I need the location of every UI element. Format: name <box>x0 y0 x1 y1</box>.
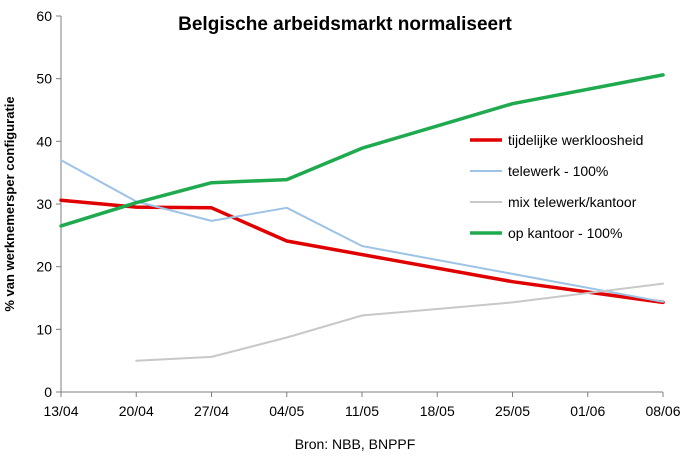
y-tick-label: 40 <box>36 133 52 149</box>
legend-label-telewerk-100: telewerk - 100% <box>508 163 608 179</box>
x-tick-label: 20/04 <box>119 403 154 419</box>
legend-label-tijdelijke-werkloosheid: tijdelijke werkloosheid <box>508 132 643 148</box>
legend-label-op-kantoor-100: op kantoor - 100% <box>508 225 622 241</box>
y-tick-label: 30 <box>36 196 52 212</box>
x-tick-label: 08/06 <box>645 403 680 419</box>
legend-label-mix-telewerk-kantoor: mix telewerk/kantoor <box>508 194 637 210</box>
y-axis-label: % van werknemersper configuratie <box>2 96 17 311</box>
source-note: Bron: NBB, BNPPF <box>295 436 416 452</box>
axes: 0 10 20 30 40 50 60 13/04 20/04 27/04 04/05 11/05 18… <box>36 8 680 419</box>
y-tick-label: 10 <box>36 321 52 337</box>
x-tick-label: 25/05 <box>495 403 530 419</box>
x-tick-label: 01/06 <box>570 403 605 419</box>
x-tick-label: 18/05 <box>420 403 455 419</box>
y-tick-label: 0 <box>44 384 52 400</box>
chart-title: Belgische arbeidsmarkt normaliseert <box>178 14 512 35</box>
y-tick-label: 60 <box>36 8 52 24</box>
x-tick-label: 04/05 <box>269 403 304 419</box>
x-tick-label: 11/05 <box>345 403 379 419</box>
y-tick-label: 20 <box>36 259 52 275</box>
series-line-tijdelijke-werkloosheid <box>59 198 665 305</box>
legend: tijdelijke werkloosheid telewerk - 100% mi… <box>470 132 643 241</box>
series-line-op-kantoor-100 <box>59 73 665 228</box>
x-tick-label: 27/04 <box>194 403 229 419</box>
series-line-mix-telewerk-kantoor <box>135 282 664 362</box>
series-layer <box>59 73 665 362</box>
series-line-telewerk-100 <box>60 159 664 303</box>
y-tick-label: 50 <box>36 71 52 87</box>
x-tick-label: 13/04 <box>43 403 78 419</box>
